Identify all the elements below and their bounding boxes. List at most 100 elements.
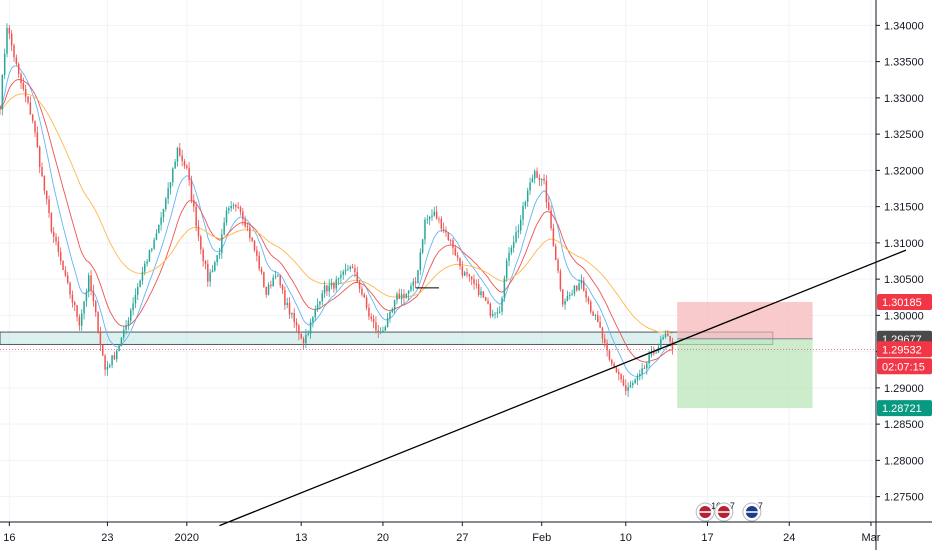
candle-body <box>379 331 382 333</box>
candle-body <box>108 365 111 367</box>
date-tick-label: 27 <box>456 532 468 544</box>
price-tick-label: 1.33000 <box>884 93 924 105</box>
candle-body <box>620 374 622 380</box>
candle-body <box>498 311 501 313</box>
candle-body <box>419 252 422 271</box>
candle-body <box>491 314 494 316</box>
event-flags[interactable]: 10 7 7 <box>695 501 763 522</box>
candle-body <box>83 301 85 314</box>
price-badge-label: 1.30185 <box>882 297 922 309</box>
candle-body <box>27 96 29 103</box>
candle-body <box>130 310 132 321</box>
candle-body <box>197 226 200 237</box>
candle-body <box>253 240 256 251</box>
candle-body <box>384 326 387 331</box>
candle-body <box>244 219 246 227</box>
candle-body <box>554 246 557 260</box>
date-tick-label: 10 <box>620 532 632 544</box>
moving-average-line <box>0 65 673 377</box>
candle-body <box>139 280 141 288</box>
candle-body <box>407 290 410 294</box>
candle-body <box>111 355 113 366</box>
drawings[interactable] <box>0 249 907 527</box>
candle-body <box>435 211 438 219</box>
candle-body <box>433 211 436 216</box>
candle-body <box>1 74 4 110</box>
candle-body <box>155 233 158 240</box>
candle-body <box>583 280 585 291</box>
candle-body <box>319 301 321 305</box>
candle-body <box>356 272 359 282</box>
candle-body <box>137 287 139 295</box>
candle-body <box>3 53 6 75</box>
candle-body <box>470 276 473 280</box>
candle-body <box>309 322 312 334</box>
candle-body <box>158 224 160 234</box>
candle-body <box>34 120 36 133</box>
candle-body <box>270 284 272 287</box>
candle-body <box>370 316 373 319</box>
candle-body <box>179 147 181 156</box>
candle-body <box>566 295 569 302</box>
candle-body <box>629 385 632 388</box>
candle-body <box>246 226 249 228</box>
candle-body <box>288 302 291 315</box>
date-tick-label: 16 <box>3 532 15 544</box>
support-zone <box>0 331 774 345</box>
candle-body <box>330 282 333 286</box>
candle-body <box>113 355 116 360</box>
candle-body <box>120 337 123 346</box>
candle-body <box>377 330 380 332</box>
candle-body <box>361 288 363 295</box>
event-flag-count: 10 <box>711 501 721 511</box>
candle-body <box>533 171 536 179</box>
candle-body <box>615 367 618 372</box>
price-tick-label: 1.29000 <box>884 383 924 395</box>
candle-body <box>515 232 517 242</box>
candle-body <box>508 252 510 261</box>
candle-body <box>431 215 433 217</box>
candle-body <box>526 190 529 202</box>
candle-body <box>80 313 83 326</box>
moving-averages <box>0 65 673 377</box>
candle-body <box>183 160 186 166</box>
candle-body <box>463 272 466 276</box>
candle-body <box>573 285 576 294</box>
candle-body <box>365 297 368 308</box>
price-badge-label: 1.28721 <box>882 403 922 415</box>
candle-body <box>414 281 417 283</box>
candle-body <box>8 27 11 34</box>
candle-body <box>125 325 127 330</box>
candle-body <box>578 283 580 291</box>
candle-body <box>151 248 153 251</box>
candle-body <box>568 294 571 296</box>
candle-body <box>386 318 389 327</box>
candle-body <box>258 255 260 269</box>
candle-body <box>10 33 13 46</box>
candle-body <box>351 266 354 269</box>
candle-body <box>24 89 27 97</box>
candle-body <box>667 333 669 336</box>
price-tick-label: 1.28000 <box>884 455 924 467</box>
candle-body <box>174 161 176 169</box>
candle-body <box>265 286 267 295</box>
candle-body <box>225 210 228 223</box>
candle-body <box>344 269 347 272</box>
candle-body <box>639 373 641 377</box>
candle-body <box>368 307 370 317</box>
candle-body <box>62 260 64 270</box>
candle-body <box>391 308 394 312</box>
candle-body <box>314 309 316 318</box>
candle-body <box>646 363 648 369</box>
candle-body <box>468 274 471 277</box>
candle-body <box>494 313 496 315</box>
candle-body <box>41 167 43 177</box>
candle-body <box>538 177 541 180</box>
candle-body <box>286 302 288 306</box>
candle-body <box>590 301 592 312</box>
candle-body <box>188 167 190 181</box>
candle-body <box>396 293 398 301</box>
